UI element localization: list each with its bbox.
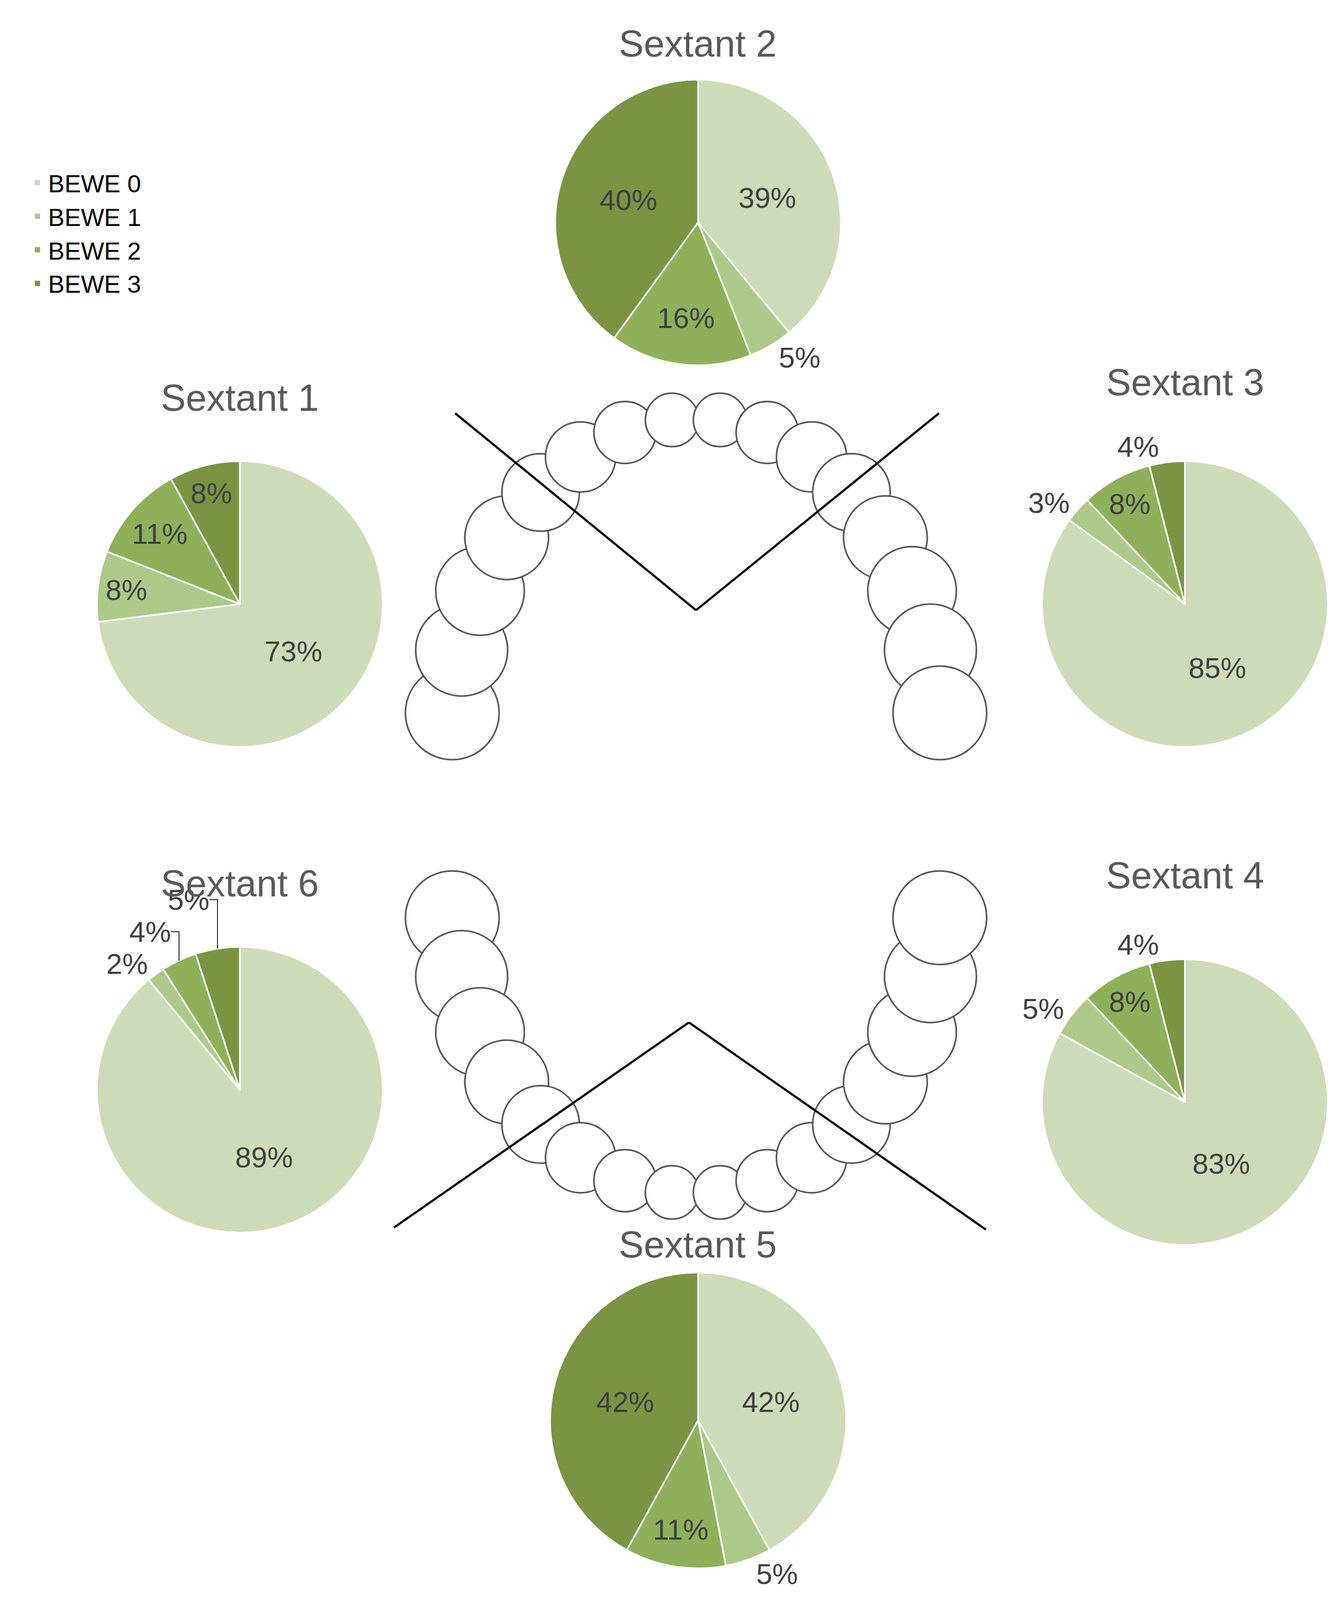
svg-text:5%: 5%	[167, 883, 210, 916]
svg-text:16%: 16%	[657, 301, 715, 334]
svg-text:4%: 4%	[129, 915, 171, 948]
svg-text:8%: 8%	[1108, 985, 1151, 1018]
svg-text:42%: 42%	[596, 1386, 655, 1419]
svg-text:39%: 39%	[738, 181, 797, 214]
svg-text:42%: 42%	[742, 1386, 800, 1419]
svg-text:2%: 2%	[106, 947, 149, 980]
svg-text:8%: 8%	[105, 573, 147, 606]
svg-text:Sextant 6: Sextant 6	[160, 862, 320, 905]
svg-text:Sextant 4: Sextant 4	[1106, 854, 1265, 897]
svg-text:4%: 4%	[1117, 928, 1159, 961]
svg-text:Sextant 5: Sextant 5	[618, 1224, 777, 1266]
svg-text:73%: 73%	[264, 635, 323, 668]
svg-text:83%: 83%	[1192, 1147, 1251, 1180]
svg-text:BEWE 2: BEWE 2	[48, 237, 142, 266]
svg-text:5%: 5%	[756, 1558, 798, 1591]
svg-text:5%: 5%	[1022, 992, 1064, 1025]
svg-text:3%: 3%	[1028, 486, 1070, 519]
svg-text:11%: 11%	[131, 517, 188, 550]
svg-text:8%: 8%	[190, 477, 233, 510]
svg-text:BEWE 0: BEWE 0	[48, 169, 142, 198]
svg-text:4%: 4%	[1117, 430, 1159, 463]
svg-text:11%: 11%	[652, 1513, 709, 1546]
svg-text:85%: 85%	[1188, 651, 1247, 684]
svg-text:5%: 5%	[779, 341, 821, 374]
svg-text:Sextant 3: Sextant 3	[1106, 361, 1265, 404]
svg-text:BEWE 3: BEWE 3	[48, 270, 142, 299]
svg-text:BEWE 1: BEWE 1	[48, 203, 142, 232]
svg-text:89%: 89%	[235, 1141, 293, 1174]
svg-text:40%: 40%	[599, 183, 658, 216]
svg-text:Sextant 1: Sextant 1	[160, 377, 320, 419]
svg-text:8%: 8%	[1108, 487, 1151, 520]
svg-text:Sextant 2: Sextant 2	[618, 22, 777, 65]
